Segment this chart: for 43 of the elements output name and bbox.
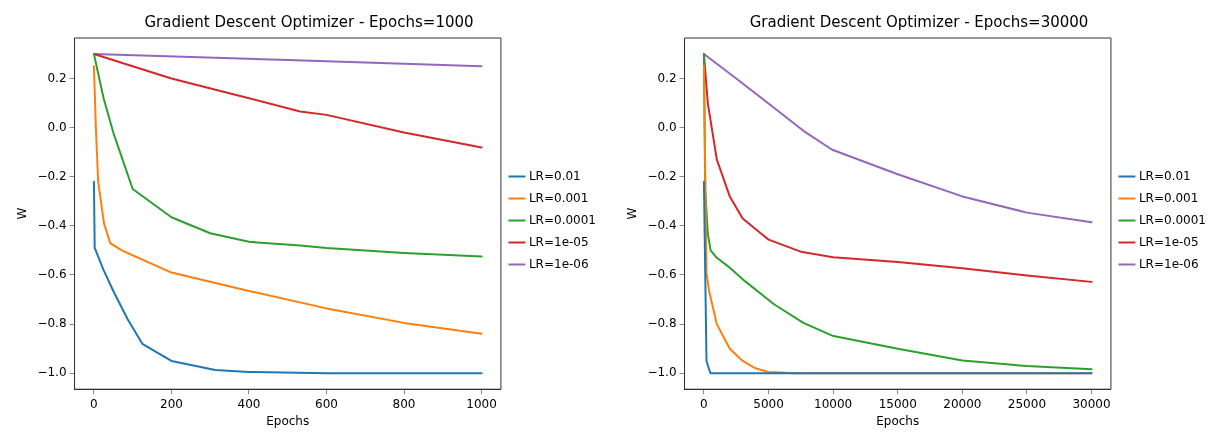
y-tick-label: 0.0 <box>47 119 67 134</box>
x-tick-label: 5000 <box>753 396 784 411</box>
y-tick-label: −0.2 <box>647 168 677 183</box>
x-tick-label: 1000 <box>466 396 497 411</box>
x-tick-label: 400 <box>237 396 261 411</box>
legend-label: LR=0.0001 <box>528 212 597 227</box>
x-tick-label: 200 <box>159 396 183 411</box>
y-tick-label: −0.4 <box>647 218 677 232</box>
legend-label: LR=0.01 <box>528 168 581 183</box>
y-tick-label: −1.0 <box>37 365 67 380</box>
y-tick-label: 0.0 <box>657 119 677 134</box>
x-tick-label: 15000 <box>878 396 917 411</box>
y-tick-label: −0.6 <box>647 267 677 282</box>
legend-label: LR=1e-05 <box>1138 234 1199 249</box>
x-tick-label: 10000 <box>814 396 853 411</box>
x-tick-label: 30000 <box>1072 396 1111 411</box>
y-tick-label: 0.2 <box>657 70 677 85</box>
legend-label: LR=0.001 <box>1138 190 1199 205</box>
y-tick-label: 0.2 <box>47 70 67 85</box>
y-tick-label: −0.8 <box>647 316 677 331</box>
x-tick-label: 25000 <box>1007 396 1047 411</box>
x-tick-label: 0 <box>90 396 98 411</box>
legend-label: LR=0.0001 <box>1138 212 1207 227</box>
y-axis-title: W <box>15 207 30 220</box>
legend-label: LR=0.01 <box>1138 168 1191 183</box>
legend-label: LR=1e-06 <box>528 256 589 271</box>
y-axis-title: W <box>625 207 640 220</box>
legend-label: LR=1e-05 <box>528 234 589 249</box>
legend-label: LR=1e-06 <box>1138 256 1199 271</box>
chart-title: Gradient Descent Optimizer - Epochs=1000 <box>144 12 474 31</box>
chart-title: Gradient Descent Optimizer - Epochs=30000 <box>749 12 1089 31</box>
x-tick-label: 600 <box>315 396 338 411</box>
x-tick-label: 800 <box>392 396 416 411</box>
x-axis-title: Epochs <box>266 413 310 428</box>
y-tick-label: −1.0 <box>647 365 677 380</box>
x-tick-label: 0 <box>700 396 708 411</box>
x-axis-title: Epochs <box>876 413 920 428</box>
legend-label: LR=0.001 <box>528 190 589 205</box>
y-tick-label: −0.6 <box>37 267 67 282</box>
y-tick-label: −0.2 <box>37 168 67 183</box>
y-tick-label: −0.4 <box>37 218 67 232</box>
x-tick-label: 20000 <box>943 396 982 411</box>
y-tick-label: −0.8 <box>37 316 67 331</box>
